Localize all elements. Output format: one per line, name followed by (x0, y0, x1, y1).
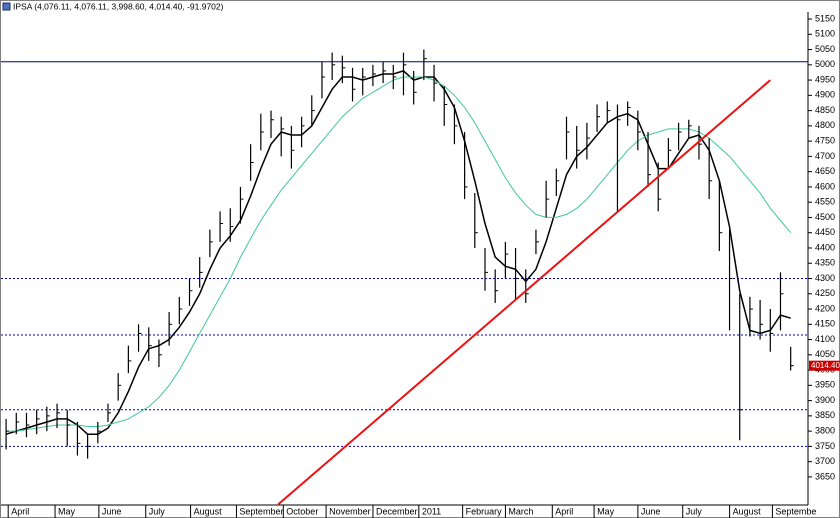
y-tick-label: 4450 (815, 227, 835, 237)
chart-icon (2, 2, 11, 11)
y-tick-label: 4600 (815, 181, 835, 191)
x-tick-label: Septembe (775, 506, 816, 516)
x-tick-label: December (376, 506, 418, 516)
x-tick-label: July (149, 506, 166, 516)
x-tick-label: April (11, 506, 29, 516)
x-tick-label: August (194, 506, 223, 516)
trendline (277, 79, 771, 506)
y-tick-label: 4050 (815, 349, 835, 359)
y-tick-label: 4550 (815, 197, 835, 207)
y-tick-label: 4650 (815, 166, 835, 176)
x-tick-label: May (58, 506, 76, 516)
y-tick-label: 4200 (815, 303, 835, 313)
title-bar (1, 1, 839, 12)
x-tick-label: August (733, 506, 762, 516)
x-tick-label: October (286, 506, 318, 516)
y-tick-label: 4500 (815, 212, 835, 222)
y-tick-label: 4250 (815, 288, 835, 298)
last-price-tag (809, 360, 840, 371)
chart-title: IPSA (4,076.11, 4,076.11, 3,998.60, 4,01… (13, 1, 224, 11)
moving-average (5, 70, 791, 435)
y-tick-label: 4950 (815, 74, 835, 84)
y-tick-label: 3750 (815, 441, 835, 451)
y-tick-label: 5050 (815, 44, 835, 54)
x-tick-label: March (508, 506, 533, 516)
y-tick-label: 3850 (815, 410, 835, 420)
y-tick-label: 4700 (815, 151, 835, 161)
y-tick-label: 4900 (815, 90, 835, 100)
y-tick-label: 4750 (815, 136, 835, 146)
y-tick-label: 3700 (815, 456, 835, 466)
y-tick-label: 4150 (815, 319, 835, 329)
y-tick-label: 4400 (815, 242, 835, 252)
y-tick-label: 4100 (815, 334, 835, 344)
y-tick-label: 5100 (815, 29, 835, 39)
x-tick-label: July (686, 506, 703, 516)
last-price-label: 4014.40 (811, 361, 840, 370)
x-tick-label: September (239, 506, 283, 516)
y-tick-label: 3800 (815, 426, 835, 436)
x-tick-label: February (466, 506, 503, 516)
x-tick-label: June (102, 506, 122, 516)
x-tick-label: June (641, 506, 661, 516)
x-tick-label: April (555, 506, 573, 516)
x-tick-label: 2011 (422, 506, 441, 516)
x-tick-label: November (329, 506, 371, 516)
y-tick-label: 3900 (815, 395, 835, 405)
y-tick-label: 4800 (815, 120, 835, 130)
y-tick-label: 3650 (815, 471, 835, 481)
y-tick-label: 3950 (815, 380, 835, 390)
y-tick-label: 4850 (815, 105, 835, 115)
y-tick-label: 4350 (815, 258, 835, 268)
x-tick-label: May (597, 506, 615, 516)
y-tick-label: 4300 (815, 273, 835, 283)
y-tick-label: 5000 (815, 59, 835, 69)
y-tick-label: 5150 (815, 13, 835, 23)
moving-average (6, 76, 792, 432)
